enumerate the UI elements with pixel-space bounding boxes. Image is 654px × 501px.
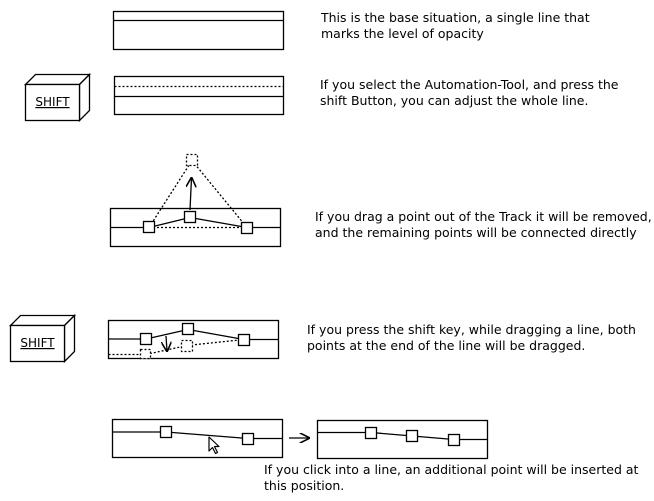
inserted-point-marker	[405, 429, 419, 443]
track-before-insert	[111, 418, 284, 459]
shift-key-label: SHIFT	[35, 95, 70, 109]
point-marker	[240, 221, 254, 235]
point-marker	[183, 210, 197, 224]
step-5-line-1: If you click into a line, an additional …	[264, 462, 639, 477]
point-marker	[139, 332, 153, 346]
drag-down-arrow	[166, 335, 167, 351]
point-marker	[241, 432, 255, 446]
step-2-line-2: shift Button, you can adjust the whole l…	[320, 93, 589, 108]
step-3-line-2: and the remaining points will be connect…	[315, 225, 637, 240]
point-marker	[142, 220, 156, 234]
step-4-description: If you press the shift key, while draggi…	[307, 322, 636, 354]
step-4-line-2: points at the end of the line will be dr…	[307, 338, 586, 353]
step-5-line-2: this position.	[264, 478, 345, 493]
step-2-line-1: If you select the Automation-Tool, and p…	[320, 77, 619, 92]
dragged-point-marker	[139, 348, 152, 360]
step-1-line-1: This is the base situation, a single lin…	[321, 10, 590, 25]
drag-up-arrow	[190, 178, 192, 211]
point-marker	[364, 426, 378, 440]
point-marker	[447, 433, 461, 447]
point-marker	[181, 322, 195, 336]
dragged-point-marker	[185, 153, 199, 167]
step-3-description: If you drag a point out of the Track it …	[315, 209, 652, 241]
mouse-cursor-icon	[208, 436, 220, 455]
dragged-point-marker	[180, 339, 194, 353]
point-marker	[237, 333, 251, 347]
track-drag-line	[107, 319, 280, 360]
step-2-description: If you select the Automation-Tool, and p…	[320, 77, 619, 109]
shift-key-2: SHIFT	[8, 313, 77, 364]
track-shift-whole-line	[113, 75, 285, 116]
track-after-insert	[316, 419, 489, 460]
shift-key-1: SHIFT	[23, 72, 92, 123]
shift-key-label: SHIFT	[20, 336, 55, 350]
track-base	[112, 10, 285, 51]
step-3-line-1: If you drag a point out of the Track it …	[315, 209, 652, 224]
track-remove-point	[109, 153, 282, 248]
step-1-description: This is the base situation, a single lin…	[321, 10, 590, 42]
point-marker	[159, 425, 173, 439]
step-1-line-2: marks the level of opacity	[321, 26, 484, 41]
step-5-description: If you click into a line, an additional …	[264, 462, 638, 494]
step-4-line-1: If you press the shift key, while draggi…	[307, 322, 636, 337]
